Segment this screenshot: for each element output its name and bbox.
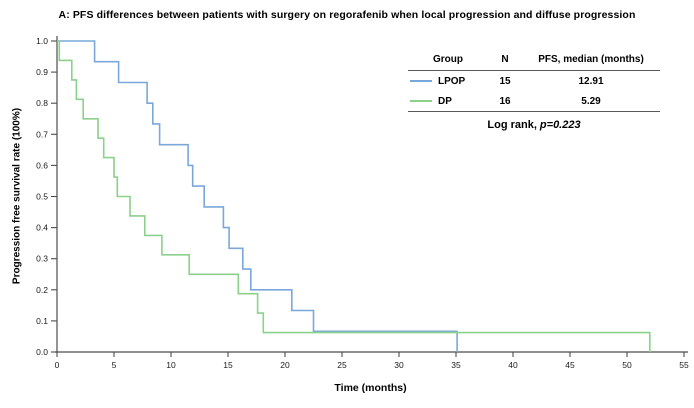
table-rule-top: [408, 70, 660, 71]
y-tick-label: 0.5: [36, 192, 48, 202]
y-axis-title: Progression free survival rate (100%): [11, 107, 23, 285]
median-cell: 12.91: [578, 75, 604, 87]
x-tick-label: 40: [508, 360, 518, 370]
y-tick-label: 0.9: [36, 67, 48, 77]
x-tick-label: 50: [622, 360, 632, 370]
group-cell: LPOP: [408, 76, 488, 87]
y-tick-label: 1.0: [36, 36, 48, 46]
x-tick-label: 10: [166, 360, 176, 370]
x-tick-label: 20: [280, 360, 290, 370]
col-header-n: N: [501, 53, 509, 65]
y-tick-label: 0.8: [36, 98, 48, 108]
median-cell: 5.29: [581, 95, 601, 107]
x-axis-title: Time (months): [334, 382, 407, 394]
x-tick-label: 45: [565, 360, 575, 370]
y-tick-label: 0.2: [36, 285, 48, 295]
y-tick-label: 0.7: [36, 129, 48, 139]
table-row: DP 16 5.29: [408, 91, 660, 111]
n-cell: 16: [499, 95, 511, 107]
dp-line-swatch-icon: [410, 100, 432, 102]
x-tick-label: 55: [679, 360, 689, 370]
y-tick-label: 0.3: [36, 254, 48, 264]
col-header-median: PFS, median (months): [538, 53, 644, 65]
x-tick-label: 5: [112, 360, 117, 370]
lpop-line-swatch-icon: [410, 80, 432, 82]
x-tick-label: 15: [223, 360, 233, 370]
table-row: LPOP 15 12.91: [408, 71, 660, 91]
x-tick-label: 25: [337, 360, 347, 370]
legend-stats-table: Group N PFS, median (months) LPOP 15 12.…: [408, 48, 660, 137]
x-tick-label: 30: [394, 360, 404, 370]
x-tick-label: 0: [55, 360, 60, 370]
n-cell: 15: [499, 75, 511, 87]
group-label: LPOP: [438, 75, 466, 87]
survival-curve-lpop: [57, 40, 458, 352]
chart-title: A: PFS differences between patients with…: [58, 9, 636, 21]
log-rank-label: Log rank,: [487, 118, 537, 131]
group-cell: DP: [408, 96, 488, 107]
x-tick-label: 35: [451, 360, 461, 370]
col-header-group: Group: [433, 53, 463, 65]
p-value: p=0.223: [539, 118, 581, 131]
table-header-row: Group N PFS, median (months): [408, 48, 660, 70]
y-tick-label: 0.0: [36, 347, 48, 357]
table-rule-bottom: [408, 111, 660, 112]
group-label: DP: [438, 95, 452, 107]
y-tick-label: 0.6: [36, 160, 48, 170]
y-tick-label: 0.1: [36, 316, 48, 326]
survival-curve-dp: [57, 40, 651, 352]
y-tick-label: 0.4: [36, 223, 48, 233]
log-rank-note: Log rank, p=0.223: [408, 112, 660, 137]
